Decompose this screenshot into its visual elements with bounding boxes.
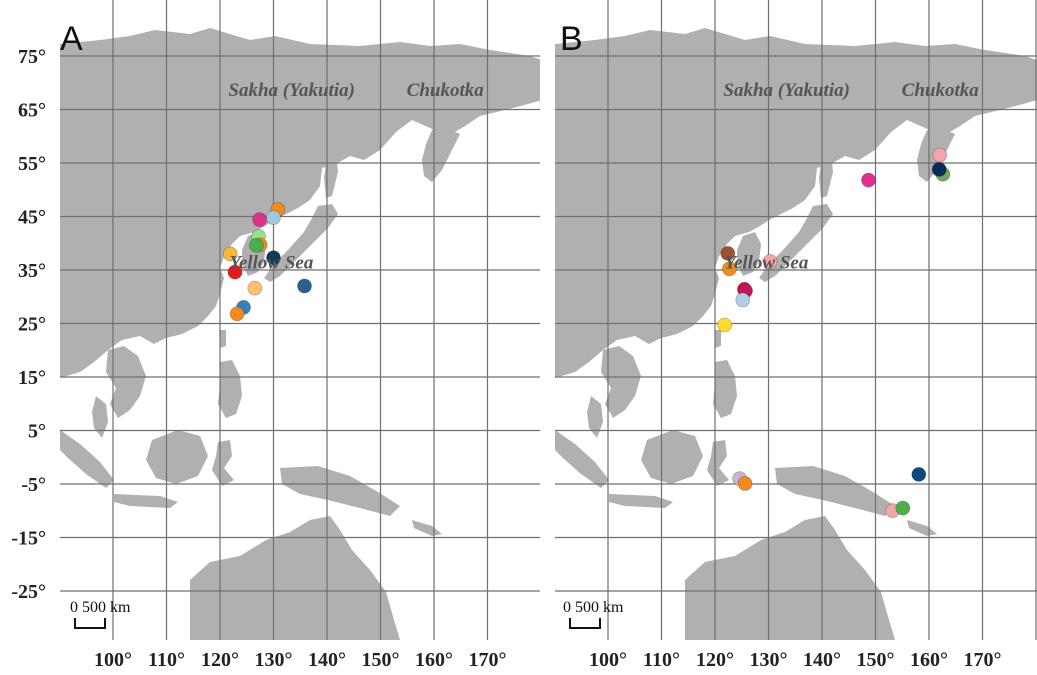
latitude-tick-label: 25° (18, 314, 46, 336)
scale-bar-label-a: 0 500 km (70, 599, 131, 616)
sample-site-marker (266, 210, 281, 226)
longitude-tick-label: 120° (201, 649, 239, 671)
region-label: Chukotka (407, 80, 485, 101)
sample-site-marker (297, 278, 312, 294)
sample-site-marker (932, 147, 948, 163)
sample-site-marker (252, 212, 268, 228)
latitude-tick-label: 45° (18, 207, 46, 229)
longitude-labels-a: 100° 110° 120° 130° 140° 150° 160° 170° (94, 649, 507, 671)
longitude-tick-label: 120° (696, 649, 734, 671)
latitude-tick-label: -15° (11, 528, 46, 550)
map-panel-b: Sakha (Yakutia) Chukotka Yellow Sea B 0 50… (555, 0, 1037, 640)
panel-letter-a: A (60, 20, 83, 58)
latitude-tick-label: -5° (21, 474, 46, 496)
sample-sites-a (222, 202, 312, 322)
sample-site-marker (720, 245, 736, 261)
latitude-tick-label: 65° (18, 100, 46, 122)
sample-site-marker (266, 250, 281, 266)
sample-site-marker (931, 161, 947, 177)
longitude-tick-label: 140° (308, 649, 346, 671)
sample-site-marker (722, 261, 737, 277)
longitude-labels-b: 100° 110° 120° 130° 140° 150° 160° 170° (589, 649, 1002, 671)
longitude-tick-label: 100° (94, 649, 132, 671)
sample-site-marker (735, 292, 751, 308)
sample-site-marker (248, 237, 264, 253)
panel-letter-b: B (560, 20, 583, 58)
scale-bar-label-b: 0 500 km (563, 599, 624, 616)
sample-site-marker (247, 280, 263, 296)
region-label: Yellow Sea (229, 252, 313, 273)
sample-site-marker (229, 306, 245, 322)
land-area (60, 28, 540, 640)
graticule-a (60, 0, 540, 640)
latitude-tick-label: 55° (18, 153, 46, 175)
region-label: Chukotka (902, 80, 980, 101)
region-labels-b: Sakha (Yakutia) Chukotka Yellow Sea (723, 80, 979, 273)
sample-site-marker (895, 500, 911, 516)
longitude-tick-label: 130° (255, 649, 293, 671)
latitude-tick-label: 35° (18, 260, 46, 282)
region-label: Yellow Sea (724, 252, 808, 273)
region-labels-a: Sakha (Yakutia) Chukotka Yellow Sea (228, 80, 484, 273)
longitude-tick-label: 170° (469, 649, 507, 671)
longitude-tick-label: 130° (750, 649, 788, 671)
longitude-tick-label: 150° (857, 649, 895, 671)
sample-sites-b (717, 147, 951, 519)
latitude-tick-label: 5° (28, 421, 46, 443)
longitude-tick-label: 100° (589, 649, 627, 671)
sample-site-marker (737, 476, 753, 491)
sample-site-marker (911, 466, 927, 482)
latitude-tick-label: -25° (11, 581, 46, 603)
latitude-labels: 75° 65° 55° 45° 35° 25° 15° 5° -5° -15° -25° (11, 46, 46, 603)
latitude-tick-label: 75° (18, 46, 46, 68)
scale-bar-a: 0 500 km (70, 599, 131, 629)
sample-site-marker (227, 264, 243, 280)
graticule-b (555, 0, 1037, 640)
sample-site-marker (861, 172, 876, 188)
region-label: Sakha (Yakutia) (723, 80, 850, 101)
scale-bar-b: 0 500 km (563, 599, 624, 629)
longitude-tick-label: 170° (964, 649, 1002, 671)
longitude-tick-label: 140° (803, 649, 841, 671)
land-area (555, 28, 1037, 640)
region-label: Sakha (Yakutia) (228, 80, 355, 101)
sample-site-marker (717, 317, 732, 333)
longitude-tick-label: 160° (910, 649, 948, 671)
longitude-tick-label: 150° (362, 649, 400, 671)
longitude-tick-label: 160° (415, 649, 453, 671)
latitude-tick-label: 15° (18, 367, 46, 389)
longitude-tick-label: 110° (643, 649, 680, 671)
longitude-tick-label: 110° (148, 649, 185, 671)
map-panel-a: Sakha (Yakutia) Chukotka Yellow Sea A 0 50… (60, 0, 540, 640)
sample-site-marker (222, 246, 238, 262)
sample-site-marker (762, 253, 778, 269)
